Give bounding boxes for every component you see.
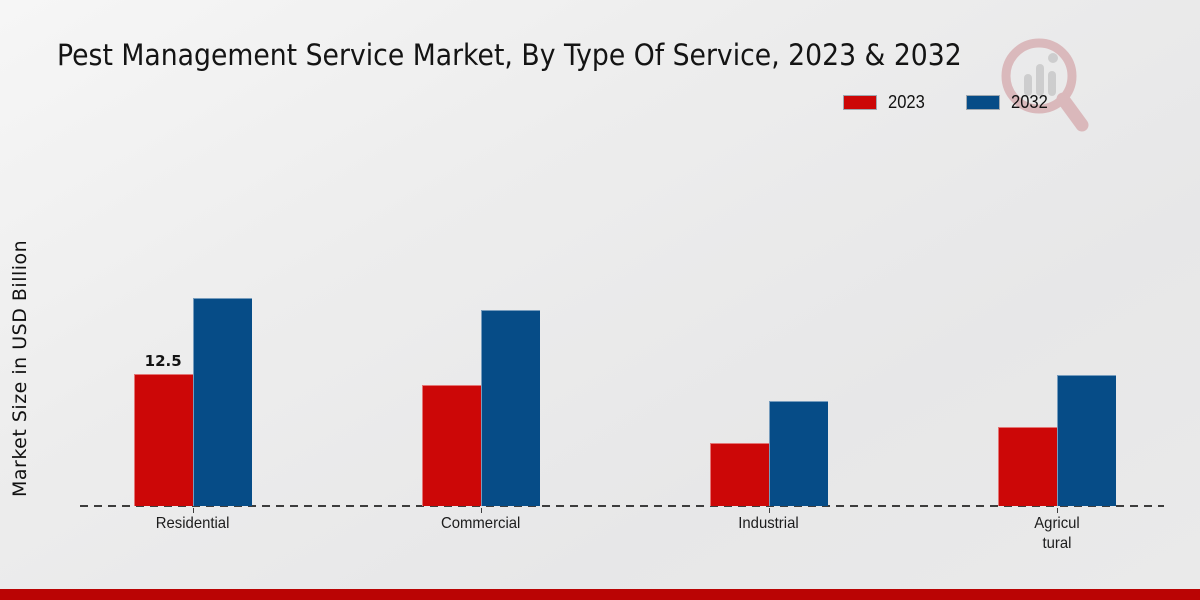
bar-2032-agricul-tural [1056, 375, 1116, 506]
chart-title: Pest Management Service Market, By Type … [57, 38, 962, 72]
x-axis-tick [1056, 508, 1058, 513]
category-label: Agricul tural [1033, 515, 1080, 552]
legend-label: 2032 [1011, 92, 1048, 112]
footer-red-band [0, 589, 1200, 600]
bar-2023-residential [133, 374, 193, 506]
category-label: Industrial [738, 515, 799, 532]
category-label: Commercial [441, 515, 521, 532]
category-label: Residential [155, 515, 230, 532]
y-axis-label: Market Size in USD Billion [9, 239, 31, 497]
bar-2032-industrial [768, 400, 828, 506]
bar-2032-residential [192, 298, 252, 506]
bar-2032-commercial [480, 310, 540, 506]
plot-area: Residential Commercial Industrial Agricul t… [80, 200, 1164, 552]
bar-2023-agricul-tural [997, 427, 1057, 506]
watermark-magnifier-logo [1001, 38, 1089, 132]
x-axis-tick [192, 508, 194, 513]
legend-swatch-icon [843, 95, 877, 110]
x-axis-tick [768, 508, 770, 513]
bar-2023-industrial [709, 442, 769, 506]
legend-item-2032: 2032 [966, 92, 1051, 113]
x-axis-tick [480, 508, 482, 513]
legend-swatch-icon [966, 95, 1001, 110]
x-axis-baseline [80, 505, 1164, 507]
legend-item-2023: 2023 [843, 92, 928, 113]
legend: 2023 2032 [843, 92, 1051, 113]
bar-value-label: 12.5 [144, 352, 182, 371]
legend-label: 2023 [888, 92, 925, 112]
bar-2023-commercial [421, 384, 481, 506]
